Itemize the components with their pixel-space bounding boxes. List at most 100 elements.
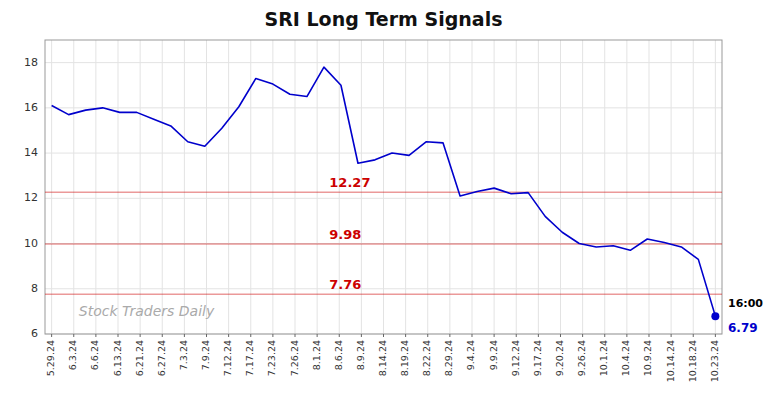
signal-label: 7.76 bbox=[329, 277, 361, 292]
y-tick-label: 16 bbox=[24, 101, 38, 114]
x-tick-label: 7.23.24 bbox=[266, 340, 277, 376]
x-grid-line bbox=[471, 40, 472, 334]
x-tick bbox=[671, 334, 672, 337]
x-tick bbox=[361, 334, 362, 337]
x-grid-line bbox=[162, 40, 163, 334]
x-grid-line bbox=[560, 40, 561, 334]
last-point bbox=[711, 312, 719, 320]
y-tick-label: 8 bbox=[31, 282, 38, 295]
x-tick bbox=[471, 334, 472, 337]
x-grid-line bbox=[516, 40, 517, 334]
signal-label: 12.27 bbox=[329, 175, 370, 190]
x-tick-label: 10.1.24 bbox=[598, 340, 609, 376]
x-tick bbox=[494, 334, 495, 337]
y-tick-label: 18 bbox=[24, 56, 38, 69]
x-tick-label: 10.14.24 bbox=[665, 340, 676, 382]
x-tick-label: 7.12.24 bbox=[222, 340, 233, 376]
x-tick-label: 9.20.24 bbox=[554, 340, 565, 376]
x-tick-label: 10.9.24 bbox=[642, 340, 653, 376]
x-grid-line bbox=[604, 40, 605, 334]
x-tick bbox=[95, 334, 96, 337]
x-tick-label: 8.19.24 bbox=[399, 340, 410, 376]
x-tick bbox=[73, 334, 74, 337]
y-tick-label: 14 bbox=[24, 146, 38, 159]
x-tick-label: 7.26.24 bbox=[289, 340, 300, 376]
last-value: 6.79 bbox=[728, 321, 758, 335]
x-tick bbox=[228, 334, 229, 337]
x-tick-label: 8.14.24 bbox=[377, 340, 388, 376]
x-tick bbox=[449, 334, 450, 337]
plot-frame bbox=[45, 40, 722, 334]
x-tick-label: 8.6.24 bbox=[333, 340, 344, 370]
y-tick-label: 12 bbox=[24, 191, 38, 204]
x-grid-line bbox=[250, 40, 251, 334]
x-tick bbox=[140, 334, 141, 337]
signal-line bbox=[45, 293, 722, 295]
y-tick-label: 10 bbox=[24, 237, 38, 250]
x-tick-label: 8.9.24 bbox=[355, 340, 366, 370]
x-tick-label: 6.3.24 bbox=[67, 340, 78, 370]
x-tick bbox=[626, 334, 627, 337]
x-grid-line bbox=[206, 40, 207, 334]
x-tick bbox=[339, 334, 340, 337]
x-tick bbox=[715, 334, 716, 337]
x-grid-line bbox=[715, 40, 716, 334]
x-grid-line bbox=[427, 40, 428, 334]
x-tick bbox=[51, 334, 52, 337]
x-grid-line bbox=[648, 40, 649, 334]
last-time: 16:00 bbox=[728, 297, 763, 310]
title: SRI Long Term Signals bbox=[265, 8, 503, 30]
x-tick-label: 9.4.24 bbox=[465, 340, 476, 370]
x-tick bbox=[250, 334, 251, 337]
x-tick-label: 8.22.24 bbox=[421, 340, 432, 376]
x-grid-line bbox=[671, 40, 672, 334]
x-tick-label: 6.13.24 bbox=[112, 340, 123, 376]
signal-line bbox=[45, 243, 722, 245]
x-tick bbox=[272, 334, 273, 337]
grid bbox=[45, 40, 722, 334]
chart: Stock Traders Daily 12.27 9.98 7.76 6 8 10 12 14… bbox=[0, 0, 784, 398]
x-grid-line bbox=[228, 40, 229, 334]
x-grid-line bbox=[73, 40, 74, 334]
x-tick bbox=[538, 334, 539, 337]
signal-label: 9.98 bbox=[329, 227, 361, 242]
x-tick-label: 7.17.24 bbox=[244, 340, 255, 376]
x-tick-label: 6.6.24 bbox=[89, 340, 100, 370]
x-grid-line bbox=[118, 40, 119, 334]
x-tick bbox=[516, 334, 517, 337]
x-tick bbox=[582, 334, 583, 337]
x-grid-line bbox=[538, 40, 539, 334]
x-tick bbox=[604, 334, 605, 337]
x-tick-label: 6.21.24 bbox=[134, 340, 145, 376]
x-tick-label: 9.17.24 bbox=[532, 340, 543, 376]
x-tick bbox=[427, 334, 428, 337]
x-tick-label: 7.9.24 bbox=[200, 340, 211, 370]
x-tick bbox=[405, 334, 406, 337]
watermark: Stock Traders Daily bbox=[79, 303, 215, 319]
x-tick-label: 6.27.24 bbox=[156, 340, 167, 376]
x-grid-line bbox=[626, 40, 627, 334]
x-tick bbox=[184, 334, 185, 337]
x-grid-line bbox=[95, 40, 96, 334]
x-tick-label: 9.26.24 bbox=[576, 340, 587, 376]
price-line bbox=[52, 67, 716, 316]
x-tick bbox=[383, 334, 384, 337]
x-tick bbox=[206, 334, 207, 337]
y-tick-label: 6 bbox=[31, 327, 38, 340]
x-grid-line bbox=[295, 40, 296, 334]
x-tick bbox=[317, 334, 318, 337]
x-tick-label: 10.23.24 bbox=[709, 340, 720, 382]
x-grid-line bbox=[582, 40, 583, 334]
x-tick-label: 8.1.24 bbox=[311, 340, 322, 370]
x-grid-line bbox=[317, 40, 318, 334]
x-grid-line bbox=[184, 40, 185, 334]
x-grid-line bbox=[693, 40, 694, 334]
x-grid-line bbox=[140, 40, 141, 334]
x-tick bbox=[693, 334, 694, 337]
x-tick bbox=[648, 334, 649, 337]
x-tick-label: 9.9.24 bbox=[488, 340, 499, 370]
x-tick-label: 9.12.24 bbox=[510, 340, 521, 376]
x-tick-label: 8.29.24 bbox=[443, 340, 454, 376]
x-grid-line bbox=[383, 40, 384, 334]
x-grid-line bbox=[405, 40, 406, 334]
